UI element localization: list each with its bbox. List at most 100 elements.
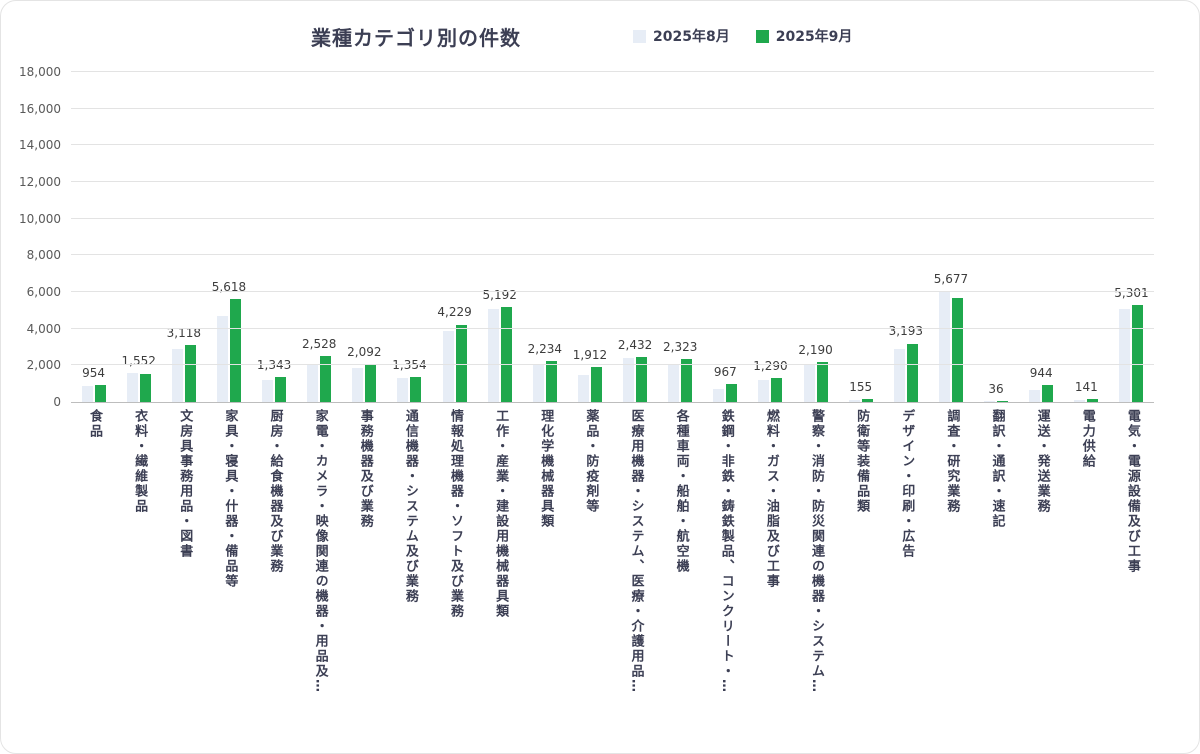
gridline: [71, 144, 1154, 146]
x-axis-label: 薬品・防疫剤等: [583, 409, 599, 514]
plot-area: 954 1,552 3,118 5,618 1,343 2,528 2,092 1,354 4,…: [19, 65, 1154, 409]
bar-september: [1132, 304, 1144, 402]
legend-label-september: 2025年9月: [775, 29, 853, 45]
y-axis-tick-label: 14,000: [19, 138, 61, 153]
x-axis-label: 電気・電源設備及び工事: [1124, 409, 1140, 574]
bar-september: [545, 361, 557, 402]
value-label: 5,192: [482, 287, 517, 302]
x-axis-label-cell: 警察・消防・防災関連の機器・システム…: [793, 409, 838, 709]
value-label: 967: [713, 365, 737, 380]
value-label: 1,290: [753, 359, 788, 374]
bar-august: [938, 291, 950, 402]
x-axis-label: 燃料・ガス・油脂及び工事: [763, 409, 779, 589]
x-axis-label: 通信機器・システム及び業務: [402, 409, 418, 604]
value-label: 944: [1029, 365, 1053, 380]
legend-swatch-september: [755, 29, 769, 43]
x-axis-label: デザイン・印刷・広告: [899, 409, 915, 559]
bar-group: 1,354: [387, 73, 432, 402]
x-axis-label-cell: 厨房・給食機器及び業務: [252, 409, 297, 709]
x-axis-label: 事務機器及び業務: [357, 409, 373, 529]
value-label: 36: [988, 382, 1004, 396]
bar-group: 36: [974, 73, 1019, 402]
value-label: 2,092: [347, 344, 382, 359]
bar-august: [262, 380, 274, 402]
bar-group: 3,118: [161, 73, 206, 402]
x-axis-labels: 食品 衣料・繊維製品 文房具事務用品・図書 家具・寝具・什器・備品等 厨房・給食機器及び…: [71, 409, 1154, 709]
y-axis-tick-label: 18,000: [19, 65, 61, 79]
bar-august: [803, 363, 815, 402]
x-axis-label: 工作・産業・建設用機械器具類: [493, 409, 509, 619]
gridline: [71, 254, 1154, 256]
x-axis-label-cell: 文房具事務用品・図書: [161, 409, 206, 709]
y-axis-tick-label: 16,000: [19, 101, 61, 116]
gridline: [71, 364, 1154, 366]
bars-layer: 954 1,552 3,118 5,618 1,343 2,528 2,092 1,354 4,…: [71, 73, 1154, 402]
x-axis-label: 家電・カメラ・映像関連の機器・用品及…: [312, 409, 328, 694]
bar-september: [590, 366, 602, 402]
value-label: 3,118: [166, 325, 201, 340]
chart-title: 業種カテゴリ別の件数: [311, 25, 521, 50]
bar-august: [848, 400, 860, 402]
y-axis-tick-label: 6,000: [26, 285, 61, 299]
legend-item-september: 2025年9月: [755, 26, 853, 46]
bar-august: [532, 364, 544, 402]
value-label: 1,912: [572, 347, 608, 362]
bar-group: 155: [838, 73, 883, 402]
x-axis-label-cell: 衣料・繊維製品: [116, 409, 161, 709]
bar-september: [726, 384, 738, 402]
bar-august: [81, 385, 93, 402]
value-label: 954: [82, 365, 106, 380]
bar-group: 2,092: [342, 73, 387, 402]
bar-group: 967: [703, 73, 748, 402]
x-axis-label: 文房具事務用品・図書: [177, 409, 193, 559]
x-axis-label: 各種車両・船舶・航空機: [673, 409, 689, 574]
bar-group: 141: [1064, 73, 1109, 402]
bar-august: [577, 374, 589, 402]
bar-group: 5,618: [206, 73, 251, 402]
bar-august: [1074, 400, 1086, 402]
value-label: 2,323: [663, 340, 698, 355]
bar-september: [139, 373, 151, 402]
bar-group: 954: [71, 73, 116, 402]
x-axis-label-cell: 家電・カメラ・映像関連の機器・用品及…: [297, 409, 342, 709]
bar-august: [1029, 390, 1041, 402]
x-axis-label-cell: 鉄鋼・非鉄・鋳鉄製品、コンクリート・…: [703, 409, 748, 709]
bar-august: [126, 372, 138, 402]
bar-september: [771, 378, 783, 402]
bar-group: 1,290: [748, 73, 793, 402]
bar-group: 2,234: [522, 73, 567, 402]
gridline: [71, 217, 1154, 219]
bar-august: [1119, 308, 1131, 402]
gridline: [71, 71, 1154, 72]
bar-august: [487, 308, 499, 402]
bar-september: [500, 306, 512, 402]
gridline: [71, 107, 1154, 109]
value-label: 4,229: [437, 305, 472, 320]
x-axis-label-cell: 電気・電源設備及び工事: [1109, 409, 1154, 709]
value-label: 2,234: [527, 342, 562, 357]
bar-august: [307, 364, 319, 402]
gridline: [71, 327, 1154, 329]
legend-swatch-august: [633, 29, 646, 43]
x-axis-label-cell: 防衛等装備品類: [838, 409, 883, 709]
bar-september: [94, 384, 106, 402]
value-label: 155: [849, 380, 873, 395]
value-label: 5,618: [211, 280, 247, 295]
x-axis-label: 食品: [87, 409, 103, 439]
bar-september: [861, 399, 873, 402]
bar-august: [397, 378, 409, 402]
bar-september: [1042, 384, 1054, 402]
bar-august: [171, 348, 183, 402]
x-axis-label-cell: 調査・研究業務: [928, 409, 973, 709]
bar-september: [906, 343, 918, 402]
y-axis-tick-label: 2,000: [26, 358, 61, 373]
x-axis-label-cell: 各種車両・船舶・航空機: [658, 409, 703, 709]
bar-group: 1,343: [252, 73, 297, 402]
y-axis-tick-label: 8,000: [26, 248, 61, 263]
legend: 2025年8月 2025年9月: [633, 26, 852, 46]
bar-august: [758, 380, 770, 402]
y-axis-tick-label: 4,000: [26, 321, 61, 336]
gridline: [71, 291, 1154, 292]
bar-group: 5,677: [928, 73, 973, 402]
